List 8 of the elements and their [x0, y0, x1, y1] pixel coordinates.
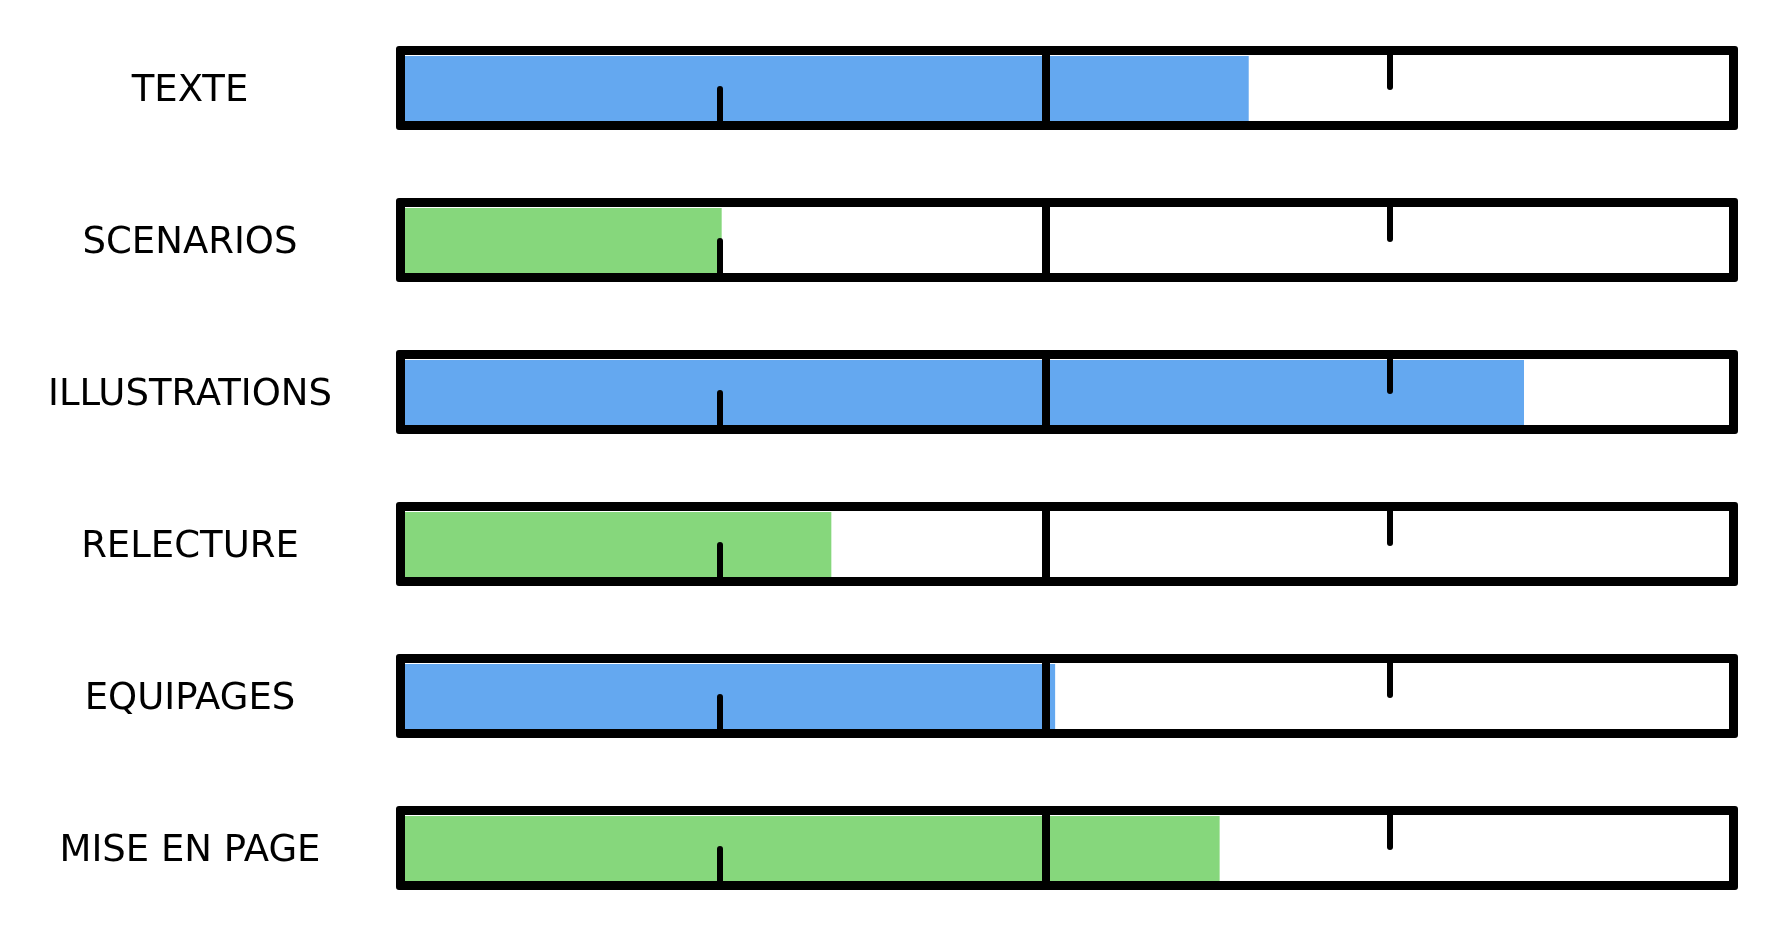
- y-tick-label: SCENARIOS: [82, 218, 298, 262]
- y-tick-label: RELECTURE: [81, 522, 299, 566]
- y-tick-label: MISE EN PAGE: [59, 826, 321, 870]
- bar: [405, 208, 722, 273]
- y-tick-label: EQUIPAGES: [84, 674, 296, 718]
- y-tick-label: TEXTE: [130, 66, 249, 110]
- bar: [405, 512, 832, 577]
- y-tick-label: ILLUSTRATIONS: [48, 370, 332, 414]
